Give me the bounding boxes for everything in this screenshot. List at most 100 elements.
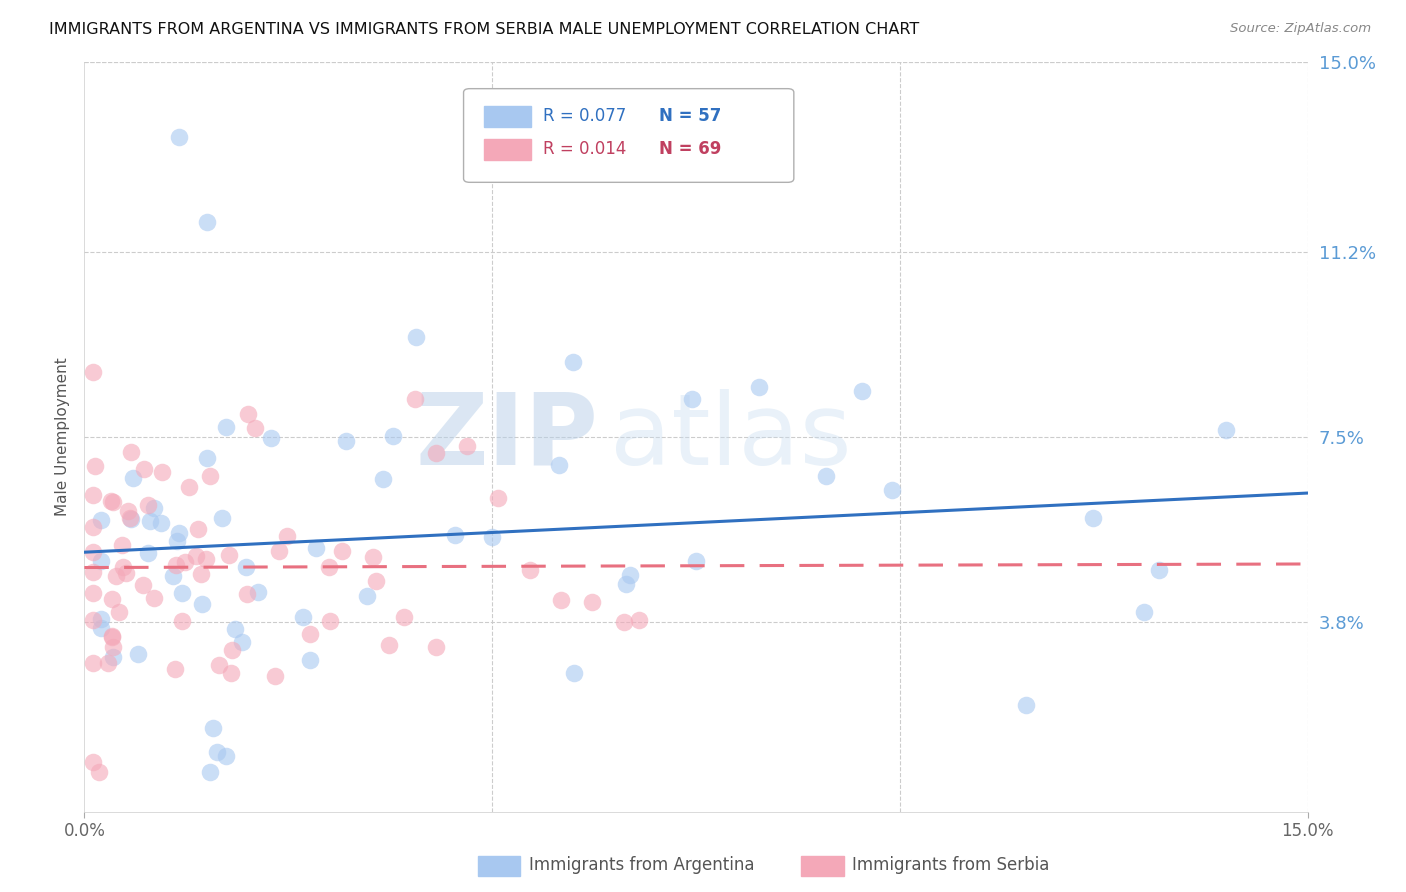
Point bbox=[243, 421, 266, 435]
Point bbox=[519, 563, 541, 577]
Point bbox=[263, 669, 285, 683]
Point bbox=[115, 566, 138, 580]
Bar bbox=[484, 139, 531, 160]
Point bbox=[238, 407, 260, 421]
Point bbox=[1015, 698, 1038, 713]
Bar bbox=[801, 856, 844, 876]
Point bbox=[614, 576, 637, 591]
Text: Source: ZipAtlas.com: Source: ZipAtlas.com bbox=[1230, 22, 1371, 36]
Point bbox=[191, 597, 214, 611]
Point bbox=[111, 538, 134, 552]
Point bbox=[195, 551, 218, 566]
Point bbox=[378, 638, 401, 652]
Point bbox=[166, 533, 188, 548]
Point bbox=[218, 548, 240, 562]
Point bbox=[111, 560, 134, 574]
Point bbox=[305, 541, 328, 555]
Point bbox=[105, 569, 128, 583]
Point bbox=[90, 612, 112, 626]
Point bbox=[172, 586, 194, 600]
Point bbox=[298, 653, 321, 667]
Point bbox=[143, 591, 166, 605]
Point bbox=[319, 614, 342, 628]
Text: Immigrants from Argentina: Immigrants from Argentina bbox=[529, 856, 754, 874]
Point bbox=[82, 755, 104, 769]
Point bbox=[82, 613, 104, 627]
Point bbox=[101, 591, 124, 606]
Point bbox=[1081, 511, 1104, 525]
Point bbox=[190, 566, 212, 581]
Point bbox=[134, 462, 156, 476]
Point bbox=[117, 504, 139, 518]
Point bbox=[90, 621, 112, 635]
Point bbox=[205, 745, 228, 759]
Point bbox=[1215, 423, 1237, 437]
Point bbox=[150, 465, 173, 479]
Point bbox=[118, 511, 141, 525]
Point bbox=[82, 520, 104, 534]
Point bbox=[198, 469, 221, 483]
Point bbox=[444, 527, 467, 541]
FancyBboxPatch shape bbox=[464, 88, 794, 182]
Point bbox=[101, 630, 124, 644]
Text: IMMIGRANTS FROM ARGENTINA VS IMMIGRANTS FROM SERBIA MALE UNEMPLOYMENT CORRELATIO: IMMIGRANTS FROM ARGENTINA VS IMMIGRANTS … bbox=[49, 22, 920, 37]
Point bbox=[335, 434, 357, 449]
Point bbox=[215, 748, 238, 763]
Point bbox=[132, 578, 155, 592]
Point bbox=[103, 640, 125, 655]
Point bbox=[381, 429, 404, 443]
Text: R = 0.077: R = 0.077 bbox=[543, 107, 626, 126]
Point bbox=[481, 530, 503, 544]
Point bbox=[211, 511, 233, 525]
Point bbox=[394, 610, 416, 624]
Point bbox=[184, 549, 207, 563]
Point bbox=[291, 609, 314, 624]
Point bbox=[361, 549, 384, 564]
Point bbox=[150, 516, 173, 530]
Point bbox=[562, 665, 585, 680]
Point bbox=[613, 615, 636, 629]
Point bbox=[404, 392, 426, 407]
Point bbox=[87, 764, 110, 779]
Point bbox=[581, 594, 603, 608]
Bar bbox=[478, 856, 520, 876]
Point bbox=[627, 613, 650, 627]
Point bbox=[82, 365, 104, 379]
Point bbox=[82, 545, 104, 559]
Point bbox=[1133, 605, 1156, 619]
Point bbox=[139, 515, 162, 529]
Point bbox=[547, 458, 569, 473]
Point bbox=[681, 392, 703, 406]
Point bbox=[318, 560, 340, 574]
Point bbox=[187, 522, 209, 536]
Point bbox=[231, 635, 253, 649]
Text: N = 57: N = 57 bbox=[659, 107, 721, 126]
Point bbox=[82, 656, 104, 670]
Point bbox=[90, 513, 112, 527]
Point bbox=[330, 544, 353, 558]
Point bbox=[1149, 562, 1171, 576]
Point bbox=[108, 605, 131, 619]
Point bbox=[122, 471, 145, 485]
Point bbox=[82, 565, 104, 579]
Text: Immigrants from Serbia: Immigrants from Serbia bbox=[852, 856, 1049, 874]
Text: N = 69: N = 69 bbox=[659, 140, 721, 159]
Point bbox=[235, 560, 257, 574]
Point bbox=[619, 567, 641, 582]
Bar bbox=[484, 106, 531, 127]
Point bbox=[685, 554, 707, 568]
Point bbox=[214, 419, 236, 434]
Point bbox=[177, 480, 200, 494]
Point bbox=[236, 586, 259, 600]
Point bbox=[208, 658, 231, 673]
Point bbox=[100, 494, 122, 508]
Point bbox=[162, 569, 184, 583]
Point bbox=[101, 629, 124, 643]
Text: atlas: atlas bbox=[610, 389, 852, 485]
Point bbox=[456, 439, 478, 453]
Text: R = 0.014: R = 0.014 bbox=[543, 140, 627, 159]
Point bbox=[97, 656, 120, 670]
Point bbox=[851, 384, 873, 398]
Point bbox=[425, 640, 447, 655]
Point bbox=[173, 555, 195, 569]
